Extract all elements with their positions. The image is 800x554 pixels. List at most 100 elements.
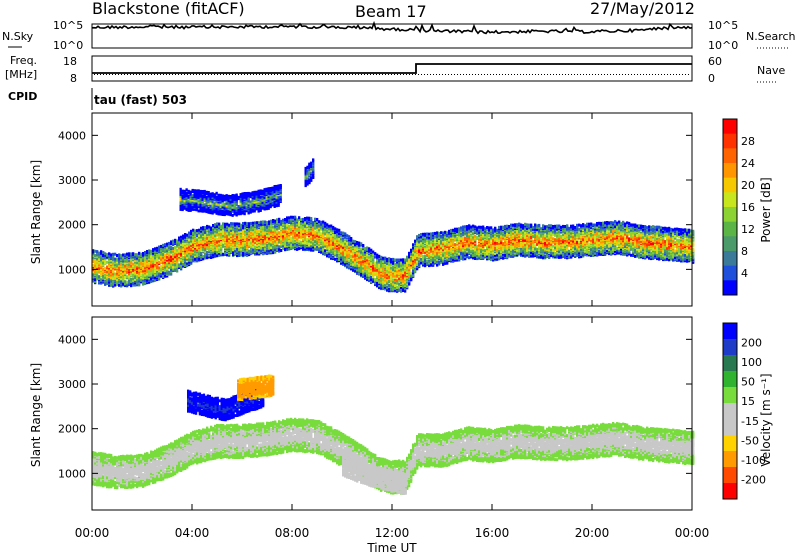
- power-data-cell-4168: [428, 236, 431, 240]
- power-data-cell-3982: [414, 257, 417, 261]
- power-data-cell-1618: [224, 251, 227, 255]
- power-data-cell-1274: [196, 246, 199, 250]
- power-data-cell-2055: [258, 232, 261, 236]
- power-data-cell-4575: [462, 237, 465, 241]
- power-data-cell-405: [124, 253, 127, 257]
- power-data-cell-3446: [370, 268, 373, 272]
- power-data-cell-992: [172, 239, 175, 243]
- power-data-cell-2209: [270, 230, 273, 234]
- power-data-cell-3144: [346, 248, 349, 252]
- power-data-cell-2655: [306, 216, 309, 220]
- power-data-cell-4538: [460, 255, 463, 259]
- power-data-cell-1945: [250, 249, 253, 253]
- power-data-cell-3082: [342, 254, 345, 258]
- power-data-cell-1402: [206, 240, 209, 244]
- power-data-cell-2758: [316, 243, 319, 247]
- power-data-cell-4359: [444, 236, 447, 240]
- power-data-cell-4445: [452, 252, 455, 256]
- power-data-cell-2240: [272, 228, 275, 232]
- power-data-cell-2797: [318, 229, 321, 233]
- power-data-cell-709: [150, 274, 153, 278]
- power-data-cell-3886: [406, 272, 409, 276]
- power-data-cell-1483: [212, 233, 215, 237]
- power-data-cell-386: [124, 280, 127, 284]
- power-data-cell-1889: [244, 221, 247, 225]
- power-data-cell-660: [146, 276, 149, 279]
- power-data-cell-3701: [390, 266, 393, 270]
- power-data-cell-2614: [304, 243, 307, 247]
- power-data-cell-36: [94, 268, 97, 272]
- power-data-cell-4308: [440, 241, 443, 245]
- power-data-cell-3490: [374, 268, 377, 272]
- power-data-cell-3581: [382, 284, 385, 288]
- power-data-cell-2051: [258, 236, 261, 240]
- power-data-cell-1200: [190, 243, 193, 247]
- power-data-cell-4115: [424, 232, 427, 236]
- power-data-cell-27: [94, 280, 97, 284]
- power-data-cell-2527: [296, 232, 299, 236]
- power-data-cell-1717: [230, 222, 233, 226]
- power-data-cell-2218: [270, 219, 273, 223]
- power-data-cell-3471: [372, 264, 375, 268]
- power-data-cell-3858: [404, 280, 407, 284]
- power-data-cell-4697: [472, 224, 475, 228]
- power-data-cell-4031: [418, 253, 421, 257]
- power-data-cell-1971: [252, 241, 255, 245]
- power-data-cell-3047: [338, 232, 341, 235]
- power-data-cell-3066: [340, 242, 343, 246]
- power-data-cell-3442: [370, 275, 373, 279]
- power-data-cell-3720: [392, 273, 395, 277]
- power-data-cell-4877: [488, 242, 491, 246]
- power-data-cell-29: [94, 276, 97, 280]
- power-data-cell-1010: [174, 249, 177, 253]
- power-data-cell-617: [142, 265, 145, 269]
- power-data-cell-3085: [342, 250, 345, 254]
- power-data-cell-3062: [340, 248, 343, 252]
- power-data-cell-3104: [344, 260, 347, 264]
- power-data-cell-3862: [404, 276, 407, 280]
- power-data-cell-1271: [196, 250, 199, 254]
- power-data-cell-2533: [296, 225, 299, 229]
- power-data-cell-3197: [350, 247, 353, 251]
- power-data-cell-104: [100, 263, 103, 267]
- power-data-cell-101: [100, 268, 103, 272]
- power-data-cell-4747: [478, 249, 481, 253]
- power-data-cell-2560: [298, 216, 301, 220]
- power-data-cell-4673: [470, 227, 473, 231]
- power-data-cell-3109: [344, 253, 347, 257]
- power-data-cell-547: [136, 257, 139, 261]
- power-data-cell-1857: [242, 232, 245, 236]
- power-data-cell-1146: [186, 246, 189, 249]
- power-data-cell-1163: [188, 257, 191, 261]
- power-data-cell-1062: [180, 261, 183, 265]
- power-data-cell-1791: [236, 224, 239, 227]
- power-data-cell-4719: [474, 228, 477, 232]
- power-data-cell-171: [106, 275, 109, 279]
- power-data-cell-4638: [468, 243, 471, 247]
- power-data-cell-4342: [444, 261, 447, 265]
- power-data-cell-3525: [376, 255, 379, 259]
- power-data-cell-3831: [402, 284, 405, 288]
- freq-label-line2: [MHz]: [5, 68, 37, 81]
- power-data-cell-1393: [206, 256, 209, 260]
- power-data-cell-1095: [182, 248, 185, 252]
- power-data-cell-2877: [326, 254, 329, 258]
- power-data-cell-4917: [490, 226, 493, 230]
- power-data-cell-4764: [478, 225, 481, 229]
- power-data-cell-824: [158, 253, 161, 257]
- power-data-cell-4502: [456, 246, 459, 250]
- power-data-cell-969: [170, 242, 173, 245]
- power-data-cell-4465: [454, 258, 457, 262]
- power-data-cell-1677: [228, 245, 231, 249]
- power-data-cell-3400: [366, 258, 369, 262]
- power-data-cell-2854: [322, 220, 325, 224]
- power-data-cell-2748: [314, 222, 317, 226]
- power-data-cell-3302: [358, 249, 361, 253]
- power-data-cell-963: [170, 255, 173, 259]
- power-data-cell-4731: [476, 247, 479, 251]
- power-data-cell-3763: [396, 279, 399, 283]
- power-data-cell-1949: [250, 243, 253, 247]
- power-data-cell-750: [154, 277, 157, 281]
- power-data-cell-2315: [280, 249, 283, 252]
- power-data-cell-1514: [214, 231, 217, 235]
